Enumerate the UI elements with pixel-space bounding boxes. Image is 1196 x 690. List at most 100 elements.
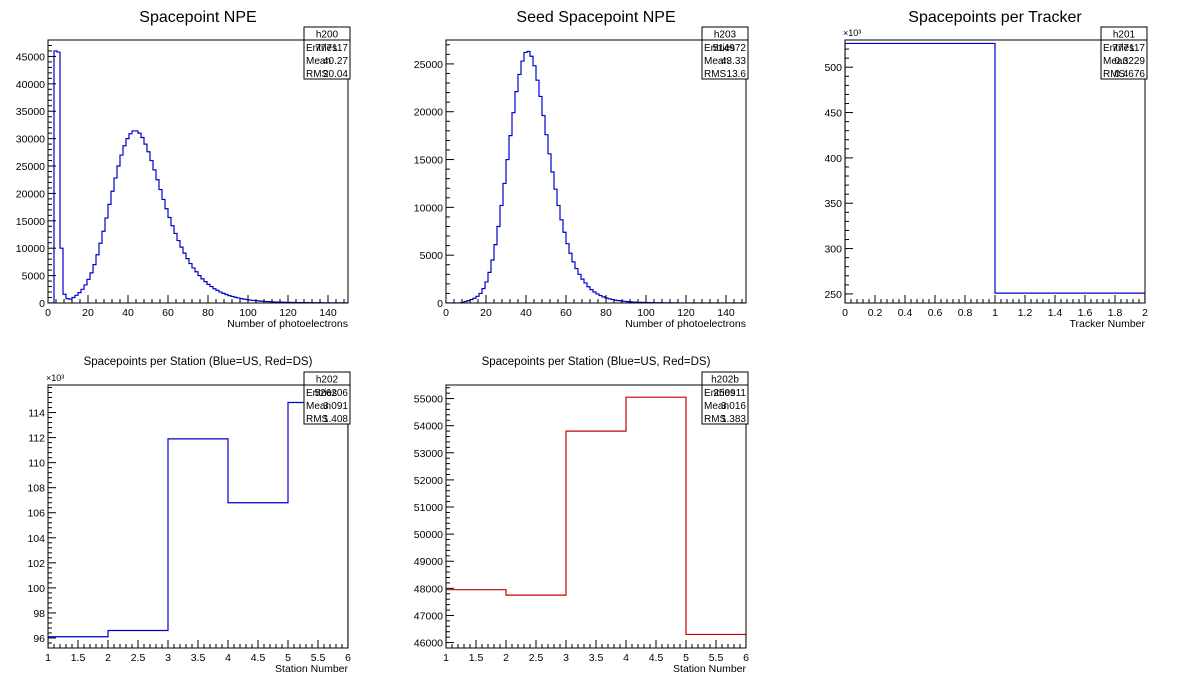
x-tick-label: 100	[637, 307, 655, 319]
x-axis-title: Number of photoelectrons	[227, 318, 348, 330]
x-tick-label: 3.5	[589, 652, 604, 664]
histogram-panel-h201: Spacepoints per Tracker 0 0.2 0.4 0.6 0.8 1 1.2…	[824, 9, 1148, 330]
stats-mean-label: Mean	[306, 56, 331, 67]
x-tick-label: 0.6	[928, 307, 943, 319]
y-tick-label: 110	[28, 458, 45, 470]
stats-histogram-name: h202b	[711, 375, 739, 386]
y-tick-label: 500	[824, 62, 842, 74]
y-tick-label: 25000	[414, 59, 443, 71]
y-tick-label: 45000	[16, 51, 45, 63]
x-tick-label: 20	[480, 307, 492, 319]
y-tick-label: 10000	[414, 202, 443, 214]
x-tick-label: 0.4	[898, 307, 913, 319]
y-tick-label: 35000	[16, 106, 45, 118]
y-tick-label: 30000	[16, 134, 45, 146]
chart-title: Spacepoint NPE	[139, 9, 256, 26]
histogram-panel-h200: Spacepoint NPE 0 20 40 60 80 100 120 140 0 5000 100…	[16, 9, 351, 330]
stats-rms-label: RMS	[306, 414, 329, 425]
histogram-series-line	[48, 401, 348, 648]
x-tick-label: 5	[683, 652, 689, 664]
stats-mean-label: Mean	[1103, 56, 1128, 67]
stats-rms-label: RMS	[704, 69, 727, 80]
x-axis-title: Tracker Number	[1070, 318, 1146, 330]
x-tick-label: 2.5	[529, 652, 544, 664]
y-tick-label: 300	[824, 244, 842, 256]
stats-box-frame	[1100, 26, 1148, 80]
stats-mean-value: 3.091	[323, 401, 348, 412]
x-axis-title: Station Number	[673, 663, 746, 675]
y-tick-label: 25000	[16, 161, 45, 173]
x-tick-label: 0	[443, 307, 449, 319]
y-tick-label: 96	[33, 633, 45, 645]
y-axis-multiplier: ×10³	[46, 373, 64, 383]
stats-mean-value: 40.27	[323, 56, 348, 67]
stats-rms-label: RMS	[306, 69, 329, 80]
stats-mean-label: Mean	[704, 56, 729, 67]
x-tick-label: 4.5	[649, 652, 664, 664]
y-tick-label: 48000	[414, 583, 443, 595]
y-tick-label: 49000	[414, 556, 443, 568]
stats-histogram-name: h201	[1113, 30, 1136, 41]
x-tick-label: 0.2	[868, 307, 883, 319]
y-tick-label: 15000	[16, 216, 45, 228]
x-tick-label: 3	[165, 652, 171, 664]
y-tick-label: 20000	[16, 188, 45, 200]
y-tick-label: 0	[39, 298, 45, 310]
y-tick-label: 5000	[22, 271, 46, 283]
stats-entries-value: 777117	[315, 43, 348, 54]
x-tick-label: 3.5	[191, 652, 206, 664]
x-tick-label: 140	[717, 307, 735, 319]
y-tick-label: 53000	[414, 448, 443, 460]
x-tick-label: 5.5	[709, 652, 724, 664]
stats-rms-value: 20.04	[323, 69, 348, 80]
y-tick-label: 100	[27, 583, 45, 595]
plot-frame	[47, 39, 349, 304]
histogram-panel-h202: Spacepoints per Station (Blue=US, Red=DS…	[27, 356, 351, 675]
x-tick-label: 0	[45, 307, 51, 319]
stats-rms-value: 1.408	[323, 414, 348, 425]
x-tick-label: 1.4	[1048, 307, 1063, 319]
x-tick-label: 6	[345, 652, 351, 664]
stats-mean-value: 0.3229	[1114, 56, 1145, 67]
y-tick-label: 52000	[414, 475, 443, 487]
stats-histogram-name: h200	[316, 30, 339, 41]
x-axis-title: Station Number	[275, 663, 348, 675]
x-tick-label: 2	[1142, 307, 1148, 319]
x-tick-label: 3	[563, 652, 569, 664]
stats-entries-label: Entries	[1103, 43, 1134, 54]
y-tick-label: 20000	[414, 107, 443, 119]
x-tick-label: 60	[560, 307, 572, 319]
y-tick-label: 55000	[414, 394, 443, 406]
y-tick-label: 51000	[414, 502, 443, 514]
x-tick-label: 80	[202, 307, 214, 319]
stats-mean-value: 3.016	[721, 401, 746, 412]
plot-frame	[445, 384, 747, 649]
x-tick-label: 80	[600, 307, 612, 319]
plot-frame	[47, 384, 349, 649]
chart-title: Spacepoints per Station (Blue=US, Red=DS…	[482, 356, 711, 368]
x-tick-label: 4	[623, 652, 629, 664]
y-tick-label: 50000	[414, 529, 443, 541]
x-tick-label: 4	[225, 652, 231, 664]
stats-entries-value: 777117	[1112, 43, 1145, 54]
stats-entries-label: Entries	[306, 43, 337, 54]
plot-frame	[445, 39, 747, 304]
y-tick-label: 450	[824, 108, 842, 120]
x-tick-label: 40	[122, 307, 134, 319]
x-tick-label: 1.5	[71, 652, 86, 664]
chart-title: Spacepoints per Station (Blue=US, Red=DS…	[84, 356, 313, 368]
y-tick-label: 108	[27, 483, 45, 495]
chart-title: Seed Spacepoint NPE	[516, 9, 675, 26]
stats-histogram-name: h203	[714, 30, 737, 41]
stats-mean-label: Mean	[704, 401, 729, 412]
x-tick-label: 1.8	[1108, 307, 1123, 319]
stats-entries-label: Entries	[704, 43, 735, 54]
x-tick-label: 2	[503, 652, 509, 664]
y-tick-label: 106	[27, 508, 45, 520]
x-tick-label: 5	[285, 652, 291, 664]
y-tick-label: 400	[824, 153, 842, 165]
